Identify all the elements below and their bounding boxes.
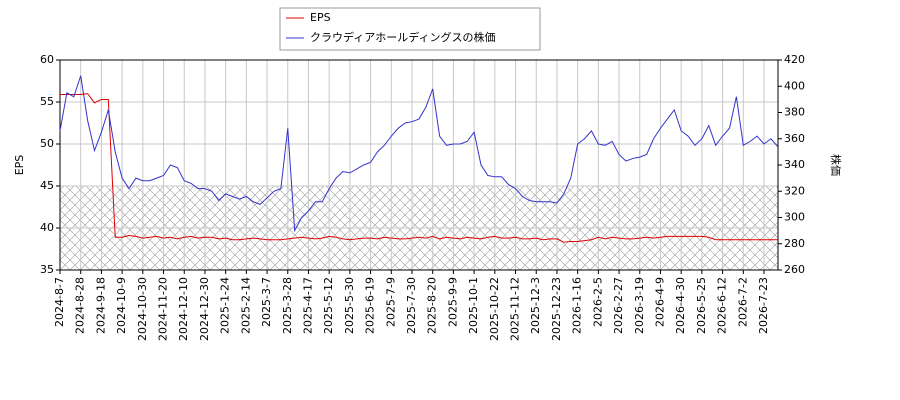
x-tick-label: 2025-5-30 [343, 277, 356, 334]
x-tick-label: 2026-7-23 [757, 277, 770, 334]
x-tick-label: 2025-3-28 [281, 277, 294, 334]
x-tick-label: 2026-3-19 [633, 277, 646, 334]
y-tick-label: 60 [40, 53, 54, 66]
x-tick-label: 2024-11-20 [157, 277, 170, 341]
x-tick-label: 2025-12-23 [550, 277, 563, 341]
x-tick-label: 2025-9-9 [446, 277, 459, 327]
x-tick-label: 2025-7-9 [384, 277, 397, 327]
legend-box [279, 7, 541, 51]
x-tick-label: 2024-9-18 [94, 277, 107, 334]
x-tick-label: 2026-2-27 [612, 277, 625, 334]
x-tick-label: 2025-11-12 [509, 277, 522, 341]
y2-tick-label: 300 [784, 211, 805, 224]
y-tick-label: 45 [40, 179, 54, 192]
x-tick-label: 2026-2-5 [591, 277, 604, 327]
x-tick-label: 2026-4-9 [653, 277, 666, 327]
x-tick-label: 2025-6-19 [364, 277, 377, 334]
legend-label: EPS [310, 11, 331, 24]
y-tick-label: 50 [40, 137, 54, 150]
x-tick-label: 2025-7-30 [405, 277, 418, 334]
x-tick-label: 2024-8-7 [53, 277, 66, 327]
y2-tick-label: 340 [784, 158, 805, 171]
y2-tick-label: 400 [784, 79, 805, 92]
legend-label: クラウディアホールディングスの株価 [310, 30, 495, 44]
x-tick-label: 2024-10-9 [115, 277, 128, 334]
x-tick-label: 2026-5-25 [695, 277, 708, 334]
legend: EPS クラウディアホールディングスの株価 [279, 7, 541, 51]
x-tick-label: 2024-12-10 [177, 277, 190, 341]
y2-tick-label: 260 [784, 263, 805, 276]
plot-area [59, 59, 778, 271]
series-line [60, 93, 778, 243]
y-tick-label: 40 [40, 221, 54, 234]
y2-tick-label: 280 [784, 237, 805, 250]
x-tick-label: 2024-12-30 [198, 277, 211, 341]
y2-tick-label: 380 [784, 106, 805, 119]
x-tick-label: 2025-8-20 [426, 277, 439, 334]
x-tick-label: 2025-2-14 [239, 277, 252, 334]
y2-axis-label: 株価 [829, 154, 843, 176]
x-tick-label: 2025-1-24 [219, 277, 232, 334]
x-tick-label: 2026-1-16 [571, 277, 584, 334]
y2-tick-label: 360 [784, 132, 805, 145]
x-tick-label: 2026-7-2 [736, 277, 749, 327]
x-tick-label: 2025-10-22 [488, 277, 501, 341]
x-tick-label: 2025-3-7 [260, 277, 273, 327]
x-tick-label: 2025-5-12 [322, 277, 335, 334]
y-tick-label: 35 [40, 263, 54, 276]
x-tick-label: 2024-8-28 [74, 277, 87, 334]
x-tick-label: 2026-4-30 [674, 277, 687, 334]
y2-tick-label: 320 [784, 184, 805, 197]
x-tick-label: 2025-12-3 [529, 277, 542, 334]
x-tick-label: 2026-6-12 [716, 277, 729, 334]
x-tick-label: 2024-10-30 [136, 277, 149, 341]
y-tick-label: 55 [40, 95, 54, 108]
y-axis-label: EPS [13, 155, 26, 176]
y2-tick-label: 420 [784, 53, 805, 66]
series-line [59, 75, 779, 233]
x-tick-label: 2025-4-17 [301, 277, 314, 334]
x-tick-label: 2025-10-1 [467, 277, 480, 334]
